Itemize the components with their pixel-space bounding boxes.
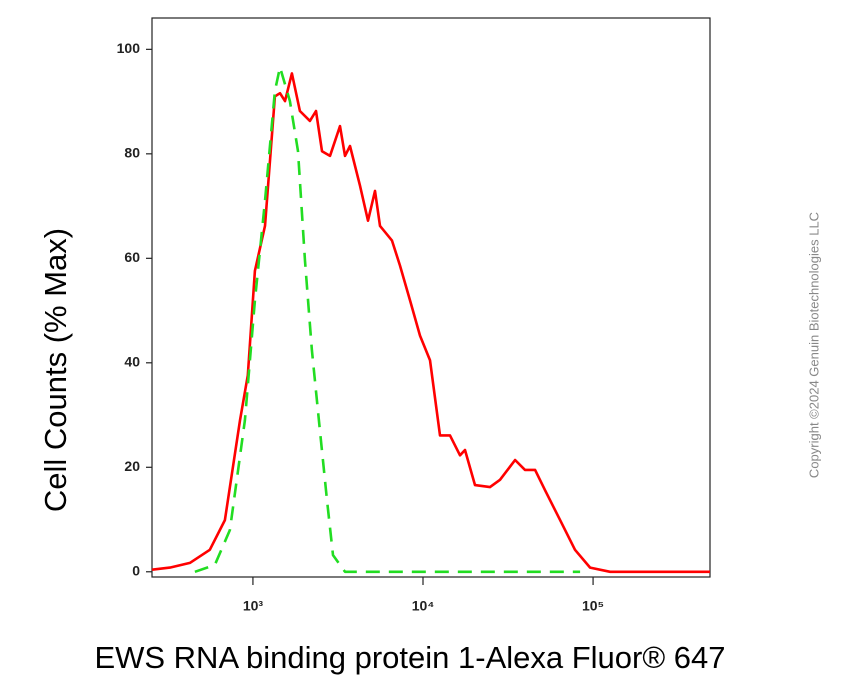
y-axis-label: Cell Counts (% Max) [38,228,73,512]
histogram-line [194,65,581,574]
x-tick-label: 10⁴ [412,598,435,614]
x-tick-label: 10³ [243,598,264,614]
y-tick-label: 40 [124,354,140,370]
watermark: Copyright ©2024 Genuin Biotechnologies L… [806,212,821,478]
y-tick-label: 60 [124,249,140,265]
y-tick-label: 20 [124,458,140,474]
x-tick-label: 10⁵ [582,598,604,614]
x-axis-label: EWS RNA binding protein 1-Alexa Fluor® 6… [94,640,725,675]
y-tick-label: 80 [124,145,140,161]
y-tick-label: 100 [117,40,141,56]
plot-frame [151,17,711,578]
y-tick-label: 0 [132,562,140,578]
